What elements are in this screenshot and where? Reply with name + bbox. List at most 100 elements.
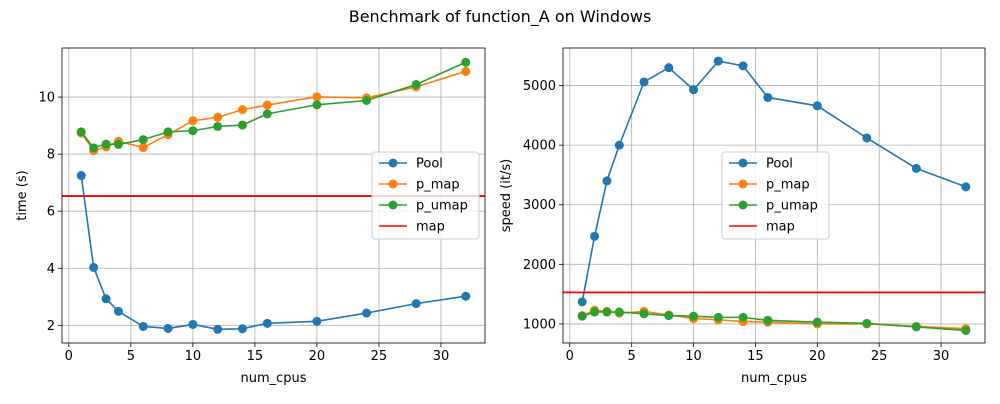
chart2-p-umap-point (812, 317, 822, 327)
chart1-p-umap-point (89, 143, 99, 153)
chart2-pool-point (590, 231, 600, 241)
chart1-p-map-point (461, 66, 471, 76)
chart2-p-umap-point (602, 307, 612, 317)
chart1-legend-map-label: map (416, 220, 445, 235)
chart2-pool-point (738, 61, 748, 71)
chart1-x-tick-label: 25 (371, 349, 388, 364)
chart2-pool-point (862, 133, 872, 143)
chart2-pool-point (577, 297, 587, 307)
chart2-pool-point (911, 163, 921, 173)
chart2-p-umap-point (577, 311, 587, 321)
chart2-y-tick-label: 5000 (523, 79, 556, 94)
chart2-x-tick-label: 15 (747, 349, 764, 364)
chart2-legend-pool-label: Pool (766, 157, 793, 172)
chart1-legend-box (371, 151, 480, 240)
chart1-panel: 0 5 10 15 20 25 30 2 4 6 8 10 num_cpus time (s) Pool p_… (15, 47, 486, 386)
chart1-pool-point (113, 306, 123, 316)
chart1-p-umap-point (113, 139, 123, 149)
chart1-p-map-point (312, 92, 322, 102)
chart1-legend-p-umap-marker (388, 200, 398, 210)
chart1-pool-point (101, 294, 111, 304)
chart2-legend-map-label: map (766, 220, 795, 235)
chart1-y-axis-label: time (s) (15, 170, 30, 220)
chart1-legend-pool-label: Pool (416, 157, 443, 172)
chart1-pool-point (213, 324, 223, 334)
chart2-pool-point (614, 140, 624, 150)
chart2-axes-frame (562, 47, 986, 344)
chart1-p-umap-point (101, 139, 111, 149)
chart1-p-umap-line (80, 61, 467, 149)
chart2-x-tick-label: 5 (628, 349, 636, 364)
chart1-p-map-point (138, 143, 148, 153)
chart2-pool-point (639, 77, 649, 87)
chart1-pool-point (188, 319, 198, 329)
chart1-axes-frame (61, 47, 486, 344)
chart1-pool-point (312, 316, 322, 326)
chart1-pool-point (461, 291, 471, 301)
chart2-legend-pool-marker (738, 158, 748, 168)
chart2-plot-area (563, 56, 985, 335)
chart2-p-umap-point (639, 309, 649, 319)
chart2-x-tick-label: 0 (566, 349, 574, 364)
chart1-x-tick-label: 30 (433, 349, 450, 364)
chart1-legend-p-umap-label: p_umap (416, 199, 468, 214)
chart1-p-umap-point (213, 121, 223, 131)
chart1-pool-point (237, 324, 247, 334)
chart1-x-tick-label: 20 (309, 349, 326, 364)
chart2-p-umap-point (590, 307, 600, 317)
chart1-p-umap-point (76, 127, 86, 137)
chart2-legend-p-umap-marker (738, 200, 748, 210)
chart1-x-tick-label: 15 (247, 349, 264, 364)
chart2-legend-box (721, 151, 830, 240)
chart1-pool-point (89, 262, 99, 272)
chart1-pool-point (163, 323, 173, 333)
chart1-y-tick-label: 8 (47, 148, 55, 163)
chart1-x-axis-label: num_cpus (240, 371, 306, 386)
chart2-pool-line (581, 60, 967, 303)
chart2-legend-p-map-label: p_map (766, 178, 810, 193)
chart2-legend-p-map-marker (738, 179, 748, 189)
chart1-y-tick-label: 10 (38, 91, 55, 106)
chart1-legend-pool-marker (388, 158, 398, 168)
chart2-y-tick-label: 3000 (523, 198, 556, 213)
chart2-pool-point (812, 101, 822, 111)
chart2-p-umap-point (738, 312, 748, 322)
chart2-legend-p-umap-label: p_umap (766, 199, 818, 214)
chart1-legend-p-map-marker (388, 179, 398, 189)
chart1-p-map-point (213, 112, 223, 122)
chart1-x-tick-label: 10 (185, 349, 202, 364)
chart1-p-map-point (262, 100, 272, 110)
chart1-p-umap-point (138, 135, 148, 145)
chart2-p-umap-point (763, 315, 773, 325)
chart1-p-umap-point (237, 120, 247, 130)
chart1-p-umap-point (163, 127, 173, 137)
chart1-p-umap-point (188, 126, 198, 136)
chart1-x-tick-label: 0 (65, 349, 73, 364)
chart1-pool-point (262, 318, 272, 328)
chart2-pool-point (689, 85, 699, 95)
chart1-p-map-point (237, 105, 247, 115)
chart1-y-tick-label: 2 (47, 319, 55, 334)
chart1-p-umap-point (362, 95, 372, 105)
figure-suptitle: Benchmark of function_A on Windows (349, 7, 652, 27)
chart1-pool-point (362, 308, 372, 318)
chart1-x-tick-label: 5 (127, 349, 135, 364)
chart1-p-umap-point (312, 100, 322, 110)
chart2-p-umap-point (689, 311, 699, 321)
chart2-panel: 0 5 10 15 20 25 30 1000 2000 3000 4000 5000 num_cpus… (499, 47, 986, 386)
chart1-p-umap-point (262, 109, 272, 119)
chart2-pool-point (961, 182, 971, 192)
chart1-pool-point (76, 171, 86, 181)
chart2-p-umap-point (911, 322, 921, 332)
chart2-p-umap-point (961, 325, 971, 335)
chart1-pool-point (411, 299, 421, 309)
chart2-y-axis-label: speed (it/s) (499, 159, 514, 232)
chart2-y-tick-label: 4000 (523, 139, 556, 154)
chart2-x-tick-label: 20 (809, 349, 826, 364)
chart2-p-umap-point (664, 311, 674, 321)
chart2-pool-point (713, 56, 723, 66)
chart2-x-axis-label: num_cpus (741, 371, 807, 386)
